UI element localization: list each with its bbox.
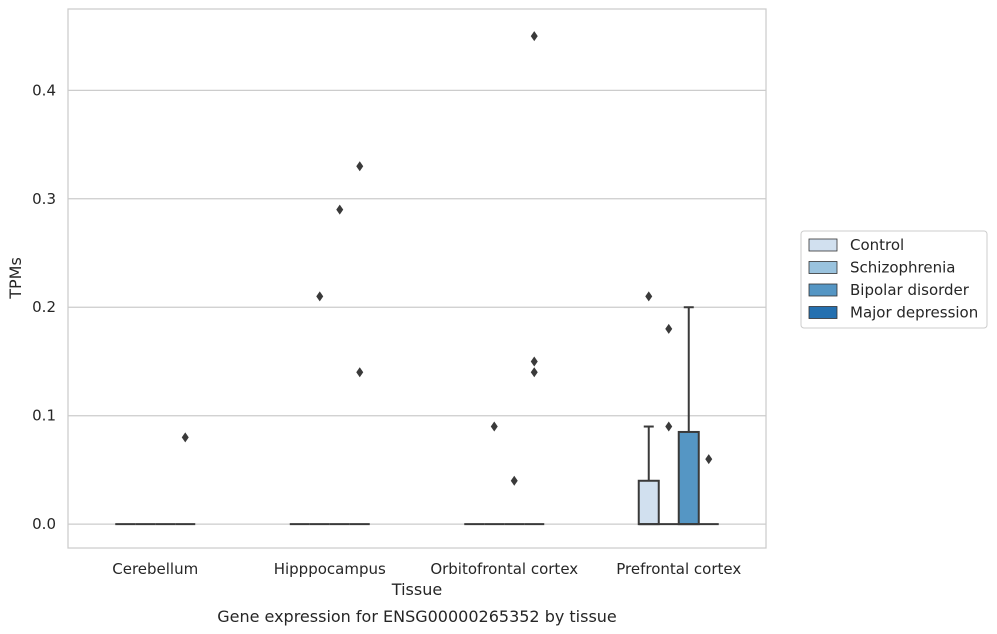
outlier-point (665, 421, 673, 432)
box-schizophrenia (658, 323, 679, 526)
box-body (677, 430, 700, 526)
legend-label: Control (850, 236, 904, 254)
y-tick-label: 0.2 (32, 298, 56, 316)
outlier-point (665, 323, 673, 334)
y-tick-label: 0.4 (32, 81, 56, 99)
legend-label: Schizophrenia (850, 259, 955, 277)
box-schizophrenia (484, 421, 505, 526)
outlier-point (181, 432, 189, 443)
box-bipolar-disorder (329, 204, 350, 526)
x-axis-title: Tissue (391, 580, 442, 599)
outlier-point (356, 161, 364, 172)
legend: Control Schizophrenia Bipolar disorder Majo… (800, 230, 988, 329)
figure-caption: Gene expression for ENSG00000265352 by t… (217, 607, 617, 626)
outlier-point (356, 367, 364, 378)
legend-swatch (808, 261, 838, 274)
legend-swatch (808, 283, 838, 297)
outlier-point (530, 31, 538, 42)
legend-label: Major depression (850, 304, 978, 322)
y-tick-label: 0.3 (32, 190, 56, 208)
box-major-depression (698, 454, 719, 526)
x-tick-label: Hipppocampus (274, 560, 386, 578)
x-tick-label: Orbitofrontal cortex (430, 560, 578, 578)
outlier-point (530, 367, 538, 378)
legend-swatch (808, 238, 838, 252)
x-tick-labels: Cerebellum Hipppocampus Orbitofrontal cort… (112, 560, 741, 578)
box-major-depression (349, 161, 370, 526)
box-bipolar-disorder (677, 306, 700, 526)
legend-frame (800, 230, 988, 329)
y-tick-label: 0.1 (32, 407, 56, 425)
legend-swatch (808, 306, 838, 319)
legend-label: Bipolar disorder (850, 281, 970, 299)
box-body (637, 479, 660, 526)
boxes (115, 31, 719, 526)
y-axis-title: TPMs (6, 257, 25, 300)
box-major-depression (524, 31, 545, 526)
x-tick-label: Prefrontal cortex (616, 560, 741, 578)
outlier-point (645, 291, 653, 302)
box-major-depression (175, 432, 196, 526)
outlier-point (336, 204, 344, 215)
outlier-point (510, 475, 518, 486)
outlier-point (490, 421, 498, 432)
y-tick-label: 0.0 (32, 515, 56, 533)
box-schizophrenia (309, 291, 330, 526)
outlier-point (705, 454, 713, 465)
plot-frame (67, 8, 767, 549)
outlier-point (316, 291, 324, 302)
box-bipolar-disorder (504, 475, 525, 526)
outlier-point (530, 356, 538, 367)
x-tick-label: Cerebellum (112, 560, 198, 578)
box-control (637, 291, 660, 526)
y-tick-labels: 0.0 0.1 0.2 0.3 0.4 (32, 81, 56, 533)
gridlines (68, 89, 766, 525)
